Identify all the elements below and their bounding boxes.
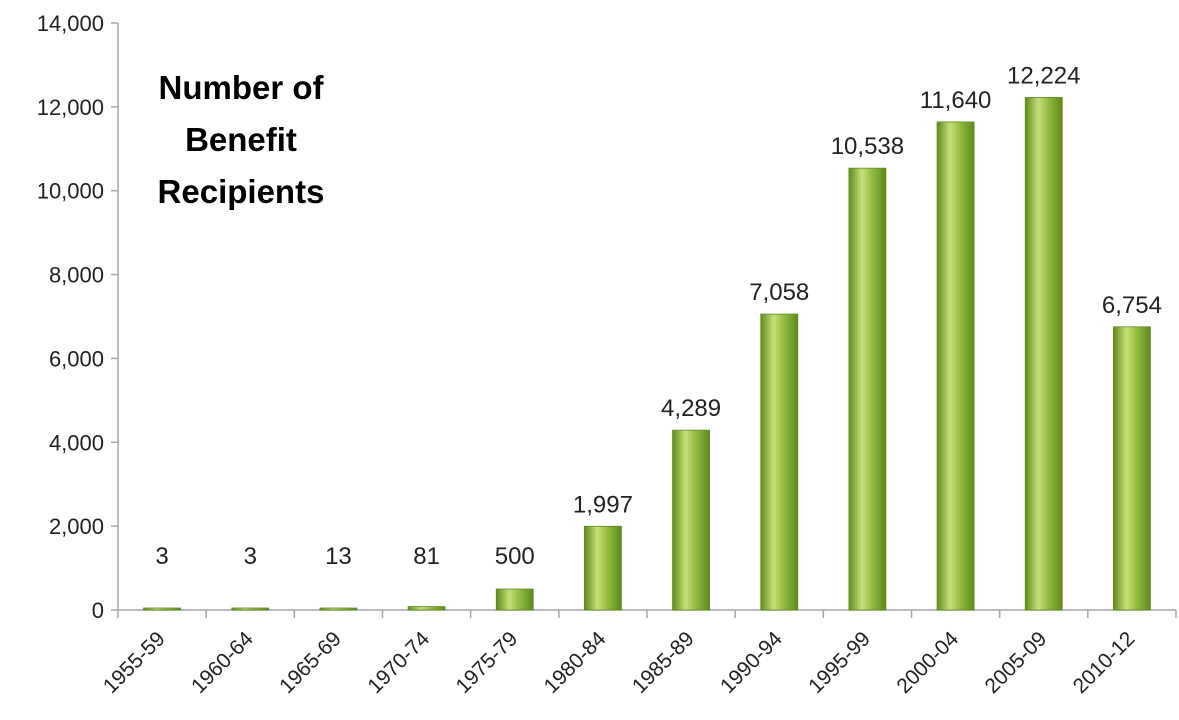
chart-title: Number of Benefit Recipients [126, 62, 356, 218]
bar [848, 167, 887, 611]
x-tick-label: 1970-74 [363, 627, 434, 698]
x-tick-label: 1955-59 [99, 627, 170, 698]
bar [1113, 326, 1151, 611]
chart-title-line-1: Number of [158, 69, 324, 106]
bar [143, 607, 181, 611]
chart-title-line-3: Recipients [157, 173, 325, 210]
bar [319, 607, 358, 611]
y-tick-label: 12,000 [37, 95, 104, 120]
data-label: 500 [495, 543, 535, 570]
y-tick-label: 2,000 [49, 514, 104, 539]
x-tick-label: 2010-12 [1069, 627, 1140, 698]
x-tick-label: 1965-69 [275, 627, 346, 698]
x-tick-label: 1985-89 [628, 627, 699, 698]
bar [1024, 97, 1063, 611]
data-label: 1,997 [573, 491, 633, 518]
bar [760, 313, 799, 611]
bar [672, 429, 710, 611]
bar [495, 588, 534, 611]
data-label: 81 [413, 543, 440, 570]
x-tick-label: 1980-84 [540, 627, 611, 698]
data-label: 3 [244, 543, 257, 570]
x-tick-label: 1975-79 [452, 627, 523, 698]
data-label: 4,289 [661, 395, 721, 422]
y-tick-label: 6,000 [49, 346, 104, 371]
data-label: 13 [325, 543, 352, 570]
x-tick-label: 1960-64 [187, 627, 258, 698]
data-label: 3 [155, 543, 168, 570]
bar [231, 607, 270, 611]
data-label: 12,224 [1007, 62, 1080, 89]
y-tick-label: 4,000 [49, 430, 104, 455]
data-label: 6,754 [1102, 292, 1162, 319]
x-tick-label: 2005-09 [981, 627, 1052, 698]
chart-title-line-2: Benefit [185, 121, 297, 158]
bar [407, 606, 446, 611]
y-tick-label: 14,000 [37, 11, 104, 36]
data-label: 10,538 [831, 133, 904, 160]
x-tick-label: 1990-94 [716, 627, 787, 698]
bar [936, 121, 975, 611]
data-label: 7,058 [749, 279, 809, 306]
y-tick-label: 10,000 [37, 179, 104, 204]
y-tick-label: 8,000 [49, 263, 104, 288]
x-tick-label: 2000-04 [892, 627, 963, 698]
data-label: 11,640 [920, 87, 992, 114]
bar [584, 525, 622, 611]
y-tick-label: 0 [92, 598, 104, 623]
x-tick-label: 1995-99 [804, 627, 875, 698]
